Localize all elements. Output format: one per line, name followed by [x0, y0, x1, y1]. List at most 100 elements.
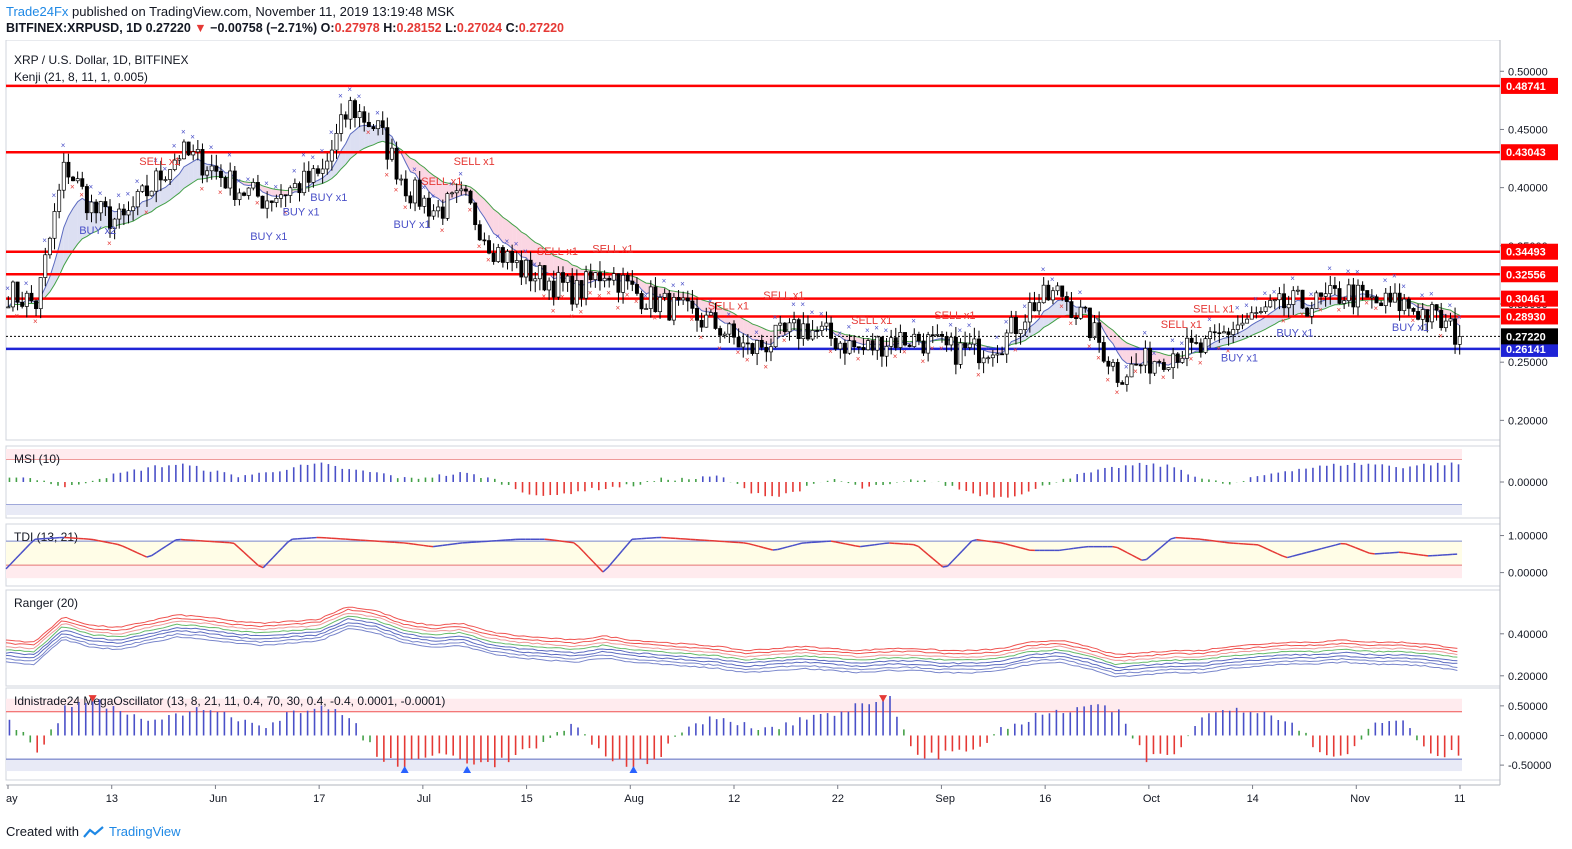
candle-body — [168, 169, 173, 180]
osc-tick-label: 1.00000 — [1508, 531, 1548, 543]
signal-marker: × — [1272, 287, 1277, 296]
candle-body — [283, 194, 288, 197]
buy-signal-label: BUY x1 — [283, 207, 320, 219]
signal-marker: × — [1300, 310, 1305, 319]
tdi-line-segment — [141, 554, 148, 558]
candle-body — [380, 120, 385, 128]
tdi-line-segment — [277, 546, 284, 554]
candle-body — [695, 308, 699, 321]
tdi-line-segment — [165, 542, 172, 547]
signal-marker: × — [486, 255, 491, 264]
signal-marker: × — [884, 326, 889, 335]
candle-body — [736, 336, 741, 348]
signal-marker: × — [1022, 302, 1027, 311]
signal-marker: × — [662, 276, 667, 285]
signal-marker: × — [893, 352, 898, 361]
tdi-line-segment — [787, 544, 793, 548]
candle-body — [514, 260, 519, 263]
tdi-line-segment — [1306, 550, 1312, 554]
signal-marker: × — [588, 289, 593, 298]
sell-signal-label: SELL x1 — [1161, 319, 1202, 331]
candle-body — [561, 272, 565, 283]
signal-marker: × — [921, 357, 926, 366]
candle-body — [200, 149, 205, 176]
tdi-line-segment — [937, 562, 944, 568]
candle-body — [1212, 331, 1217, 334]
candle-body — [288, 187, 293, 196]
tdi-line-segment — [991, 540, 997, 543]
candle-body — [1185, 337, 1189, 359]
candle-body — [519, 260, 524, 278]
publisher-link[interactable]: Trade24Fx — [6, 4, 69, 19]
candle-body — [944, 336, 949, 346]
tdi-line-segment — [1350, 545, 1356, 549]
tdi-line-segment — [860, 545, 866, 548]
candle-body — [47, 237, 52, 256]
buy-signal-label: BUY x1 — [310, 192, 347, 204]
signal-marker: × — [532, 260, 537, 269]
candle-body — [311, 168, 316, 183]
candle-body — [431, 210, 436, 217]
candle-body — [394, 147, 399, 180]
tdi-line-segment — [136, 551, 143, 556]
ranger-band-line — [5, 612, 1458, 662]
ranger-band-line — [5, 622, 1458, 672]
osc-tick-label: 0.00000 — [1508, 730, 1548, 742]
candle-body — [403, 178, 408, 197]
tdi-line-segment — [1112, 545, 1118, 549]
down-arrow-icon: ▼ — [194, 21, 207, 35]
tdi-line-segment — [1155, 546, 1162, 552]
signal-marker: × — [1096, 354, 1101, 363]
candle-body — [1402, 298, 1407, 312]
tdi-line-segment — [1321, 546, 1327, 550]
tdi-line-segment — [233, 542, 240, 549]
signal-marker: × — [347, 85, 352, 94]
time-tick-label: 17 — [313, 793, 325, 805]
tdi-line-segment — [1325, 545, 1332, 549]
high-label: H: — [383, 21, 397, 35]
sell-signal-label: SELL x1 — [851, 315, 892, 327]
signal-marker: × — [1235, 303, 1240, 312]
time-tick-label: 12 — [728, 793, 740, 805]
tdi-line-segment — [607, 561, 614, 569]
candle-body — [348, 100, 353, 120]
candle-body — [533, 278, 538, 282]
tdi-line-segment — [1359, 548, 1366, 553]
signal-marker: × — [357, 92, 362, 101]
buy-signal-label: BUY x1 — [1221, 352, 1258, 364]
candle-body — [1097, 322, 1102, 343]
candle-body — [1240, 322, 1245, 326]
signal-marker: × — [1142, 328, 1147, 337]
tradingview-brand[interactable]: TradingView — [108, 824, 181, 839]
main-pane-indicator: Kenji (21, 8, 11, 1, 0.005) — [14, 70, 148, 84]
signal-marker: × — [292, 167, 297, 176]
candle-body — [824, 322, 829, 327]
tdi-line-segment — [1354, 546, 1361, 551]
tdi-line-segment — [621, 544, 628, 552]
candle-body — [1286, 304, 1291, 309]
candle-body — [61, 161, 66, 191]
signal-marker: × — [125, 189, 130, 198]
tdi-line-segment — [602, 567, 609, 573]
candle-body — [339, 114, 344, 134]
chart-canvas[interactable]: 0.500000.450000.400000.350000.300000.250… — [0, 40, 1572, 810]
tdi-line-segment — [951, 555, 958, 562]
tdi-line-segment — [248, 556, 255, 562]
candle-body — [1134, 363, 1139, 366]
tdi-line-segment — [830, 540, 837, 543]
tdi-line-segment — [5, 563, 12, 570]
signal-marker: × — [560, 292, 565, 301]
signal-marker: × — [699, 333, 704, 342]
tdi-line-segment — [1068, 547, 1074, 550]
tdi-line-segment — [932, 558, 939, 564]
signal-marker: × — [1383, 276, 1388, 285]
tdi-line-segment — [554, 539, 560, 542]
signal-marker: × — [606, 289, 611, 298]
candle-body — [385, 127, 390, 160]
sell-signal-label: SELL x1 — [1193, 304, 1234, 316]
signal-marker: × — [505, 237, 510, 246]
signal-marker: × — [1115, 388, 1120, 397]
signal-marker: × — [717, 344, 722, 353]
signal-marker: × — [421, 183, 426, 192]
tdi-line-segment — [743, 542, 749, 545]
